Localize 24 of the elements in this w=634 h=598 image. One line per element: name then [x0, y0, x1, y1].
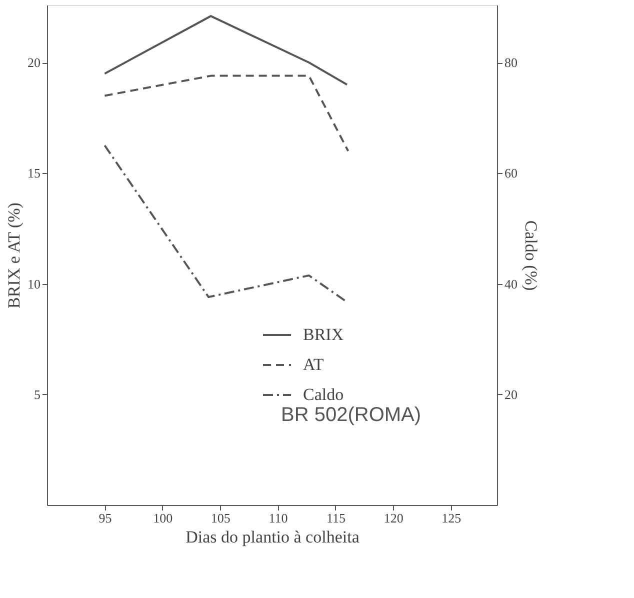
y-tick-label: 15	[28, 166, 40, 181]
x-tick-label: 120	[384, 510, 404, 526]
y-tick-label: 10	[28, 276, 40, 292]
annotation: BR 502(ROMA)	[281, 404, 422, 426]
x-tick-label: 105	[210, 510, 230, 526]
x-tick-label: 125	[442, 510, 462, 526]
line-series	[104, 15, 348, 86]
legend-label: AT	[303, 355, 324, 374]
y2-tick-label: 80	[504, 55, 518, 70]
y-tick-label: 5	[34, 386, 40, 402]
y-axis-title: BRIX e AT (%)	[4, 202, 24, 308]
x-axis-title: Dias do plantio à colheita	[186, 528, 360, 546]
y2-axis-title: Caldo (%)	[522, 220, 540, 291]
y2-tick-label: 40	[504, 276, 518, 292]
legend-label: Caldo	[303, 385, 344, 404]
y-tick-label: 20	[28, 55, 40, 70]
x-tick-label: 100	[153, 510, 173, 526]
legend-label: BRIX	[303, 325, 344, 344]
y2-tick-label: 20	[504, 386, 518, 402]
x-tick-label: 95	[98, 510, 112, 526]
x-tick-label: 115	[326, 510, 346, 526]
y2-tick-label: 60	[504, 166, 518, 181]
x-tick-label: 110	[268, 510, 288, 526]
line-series	[104, 144, 348, 304]
